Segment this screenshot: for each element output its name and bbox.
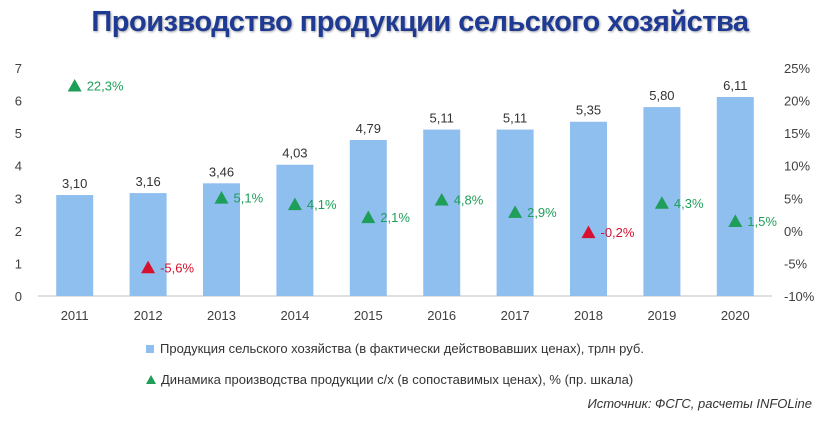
growth-value-label: 4,3% [674, 196, 704, 211]
growth-value-label: 22,3% [87, 79, 124, 94]
growth-value-label: 5,1% [234, 191, 264, 206]
bar-value-label: 5,35 [576, 103, 601, 118]
x-tick-label: 2013 [207, 308, 236, 323]
bar [129, 193, 167, 296]
y-right-tick-label: 25% [784, 61, 810, 76]
bar-value-label: 5,11 [430, 111, 454, 126]
bar [423, 129, 461, 296]
bar-value-label: 3,16 [135, 174, 160, 189]
bar-value-label: 3,10 [62, 176, 87, 191]
x-tick-label: 2015 [354, 308, 383, 323]
y-right-tick-label: 0% [784, 224, 803, 239]
y-right-tick-label: -10% [784, 289, 815, 304]
legend-item-triangles: Динамика производства продукции с/х (в с… [146, 372, 633, 387]
y-left-tick-label: 3 [15, 191, 22, 206]
x-tick-label: 2012 [134, 308, 163, 323]
x-tick-label: 2016 [427, 308, 456, 323]
bar [716, 96, 754, 296]
bar [56, 195, 94, 296]
y-right-tick-label: 5% [784, 191, 803, 206]
legend-triangle-label: Динамика производства продукции с/х (в с… [161, 372, 634, 387]
bar-value-label: 4,03 [282, 146, 307, 161]
growth-marker-triangle [214, 190, 229, 204]
y-right-tick-label: 20% [784, 94, 810, 109]
chart-title: Производство продукции сельского хозяйст… [91, 6, 749, 38]
y-left-tick-label: 1 [15, 256, 22, 271]
y-left-tick-label: 7 [15, 61, 22, 76]
growth-value-label: 4,8% [454, 193, 484, 208]
growth-marker-triangle [581, 225, 596, 239]
x-tick-label: 2014 [280, 308, 309, 323]
x-tick-label: 2011 [61, 308, 89, 323]
legend-bar-label: Продукция сельского хозяйства (в фактиче… [160, 341, 644, 356]
growth-value-label: 1,5% [747, 214, 777, 229]
legend-item-bars: Продукция сельского хозяйства (в фактиче… [146, 341, 644, 356]
growth-value-label: 4,1% [307, 197, 337, 212]
bar-value-label: 3,46 [209, 164, 234, 179]
y-left-tick-label: 5 [15, 126, 22, 141]
x-tick-label: 2020 [721, 308, 750, 323]
legend-triangle-icon [146, 375, 156, 384]
growth-marker-triangle [654, 196, 669, 209]
bar-value-label: 4,79 [356, 121, 381, 136]
bar-value-label: 5,80 [649, 88, 674, 103]
y-right-tick-label: -5% [784, 256, 808, 271]
growth-value-label: -5,6% [160, 260, 194, 275]
y-left-tick-label: 4 [15, 159, 22, 174]
growth-marker-triangle [728, 214, 743, 228]
growth-marker-triangle [287, 197, 302, 211]
growth-marker-triangle [141, 260, 156, 274]
growth-value-label: -0,2% [601, 225, 635, 240]
y-left-tick-label: 6 [15, 94, 22, 109]
source-note: Источник: ФСГС, расчеты INFOLine [587, 396, 812, 411]
y-left-tick-label: 0 [15, 289, 22, 304]
bar [276, 164, 314, 296]
y-right-tick-label: 15% [784, 126, 810, 141]
y-right-tick-label: 10% [784, 159, 810, 174]
growth-marker-triangle [434, 192, 449, 206]
growth-value-label: 2,1% [380, 210, 410, 225]
growth-marker-triangle [508, 205, 523, 218]
bar-value-label: 6,11 [723, 78, 747, 93]
x-tick-label: 2019 [647, 308, 676, 323]
y-left-tick-label: 2 [15, 224, 22, 239]
growth-marker-triangle [67, 78, 82, 92]
legend-bar-swatch [146, 344, 154, 353]
x-tick-label: 2018 [574, 308, 603, 323]
x-tick-label: 2017 [501, 308, 530, 323]
growth-value-label: 2,9% [527, 205, 557, 220]
bar-value-label: 5,11 [503, 111, 527, 126]
growth-marker-triangle [361, 210, 376, 224]
bar [570, 121, 607, 296]
